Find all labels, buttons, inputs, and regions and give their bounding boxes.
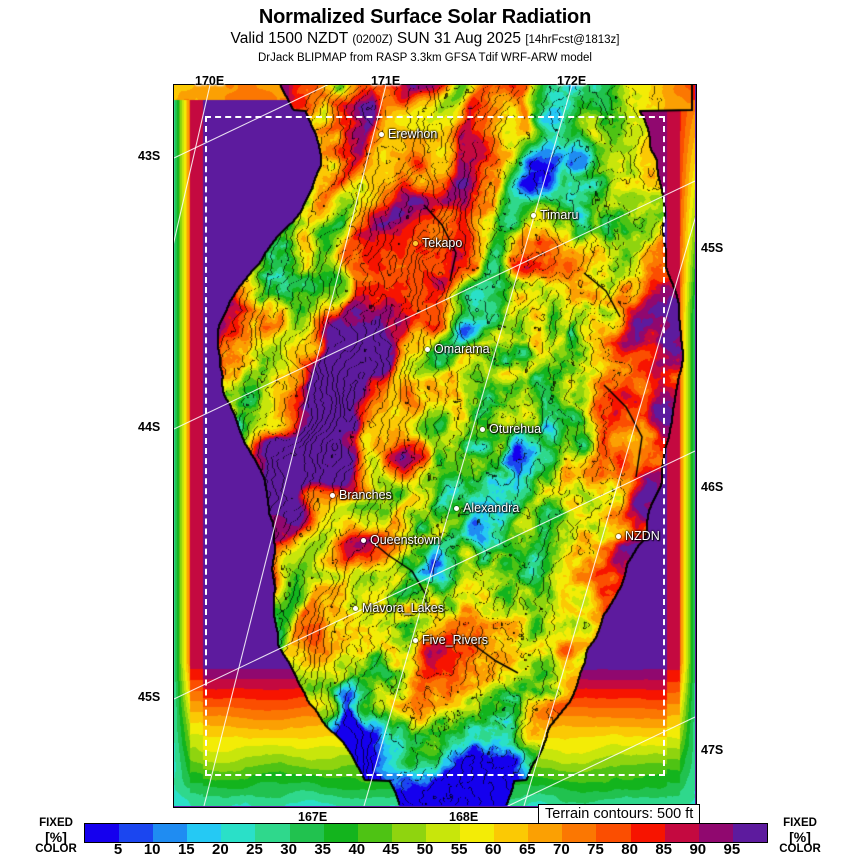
valid-prefix: Valid 1500 NZDT	[230, 30, 348, 47]
scale-swatch-12	[494, 824, 529, 842]
fixed-color-label-right: FIXED [%] COLOR	[770, 817, 830, 855]
scale-tick-90: 90	[689, 841, 707, 858]
scale-swatch-1	[119, 824, 154, 842]
scale-swatch-15	[596, 824, 631, 842]
scale-swatch-19	[732, 824, 767, 842]
scale-tick-50: 50	[416, 841, 434, 858]
graticule-bottom-167E: 167E	[298, 810, 328, 824]
graticule-left-45S: 45S	[138, 690, 161, 704]
map-container[interactable]	[173, 84, 697, 808]
scale-swatch-7	[323, 824, 358, 842]
fixed-left-bottom: COLOR	[35, 842, 77, 855]
graticule-right-46S: 46S	[701, 480, 724, 494]
fixed-right-top: FIXED	[783, 817, 817, 829]
graticule-right-45S: 45S	[701, 241, 724, 255]
scale-swatch-16	[630, 824, 665, 842]
fixed-left-mid: [%]	[45, 828, 67, 845]
model-source: DrJack BLIPMAP from RASP 3.3km GFSA Tdif…	[257, 52, 592, 64]
scale-tick-60: 60	[484, 841, 502, 858]
title-block: Normalized Surface Solar Radiation Valid…	[0, 0, 850, 66]
scale-tick-55: 55	[450, 841, 468, 858]
scale-tick-20: 20	[212, 841, 229, 858]
page-title: Normalized Surface Solar Radiation	[258, 6, 592, 28]
terrain-contour-note: Terrain contours: 500 ft	[538, 804, 701, 825]
graticule-left-43S: 43S	[138, 149, 161, 163]
scale-tick-10: 10	[143, 841, 161, 858]
scale-tick-45: 45	[382, 841, 400, 858]
valid-date: SUN 31 Aug 2025	[396, 30, 521, 47]
scale-swatch-11	[460, 824, 495, 842]
scale-tick-80: 80	[621, 841, 638, 858]
forecast-domain-box	[205, 116, 665, 776]
scale-swatch-17	[664, 824, 699, 842]
graticule-bottom-168E: 168E	[449, 810, 479, 824]
scale-tick-70: 70	[553, 841, 570, 858]
scale-tick-15: 15	[177, 841, 195, 858]
fixed-color-label-left: FIXED [%] COLOR	[28, 817, 84, 855]
fixed-right-mid: [%]	[789, 828, 811, 845]
fixed-left-top: FIXED	[39, 817, 73, 829]
color-scale-ticks: 5 10 15 20 25 30 35 40 45 50 55 60 65 70 75 80 85 90 95	[84, 841, 766, 861]
graticule-right-47S: 47S	[701, 743, 724, 757]
scale-swatch-6	[289, 824, 324, 842]
scale-swatch-0	[85, 824, 120, 842]
fixed-right-bottom: COLOR	[779, 842, 821, 855]
scale-tick-30: 30	[280, 841, 297, 858]
scale-tick-25: 25	[246, 841, 263, 858]
scale-swatch-3	[187, 824, 222, 842]
scale-swatch-18	[698, 824, 733, 842]
scale-tick-5: 5	[113, 841, 123, 858]
forecast-tag: [14hrFcst@1813z]	[525, 34, 620, 46]
graticule-left-44S: 44S	[138, 420, 161, 434]
scale-swatch-5	[255, 824, 290, 842]
scale-tick-40: 40	[348, 841, 366, 858]
scale-swatch-13	[528, 824, 563, 842]
scale-tick-35: 35	[314, 841, 332, 858]
scale-swatch-2	[153, 824, 188, 842]
valid-time-line: Valid 1500 NZDT (0200Z) SUN 31 Aug 2025 …	[0, 29, 850, 50]
scale-swatch-10	[425, 824, 461, 842]
valid-zulu: (0200Z)	[352, 34, 393, 46]
scale-tick-75: 75	[587, 841, 604, 858]
scale-swatch-4	[221, 824, 256, 842]
scale-swatch-8	[357, 824, 392, 842]
color-scale-bar[interactable]	[84, 823, 768, 843]
scale-tick-65: 65	[518, 841, 536, 858]
map-frame	[173, 84, 697, 808]
scale-tick-85: 85	[655, 841, 673, 858]
scale-tick-95: 95	[723, 841, 741, 858]
scale-swatch-9	[391, 824, 426, 842]
scale-swatch-14	[562, 824, 597, 842]
